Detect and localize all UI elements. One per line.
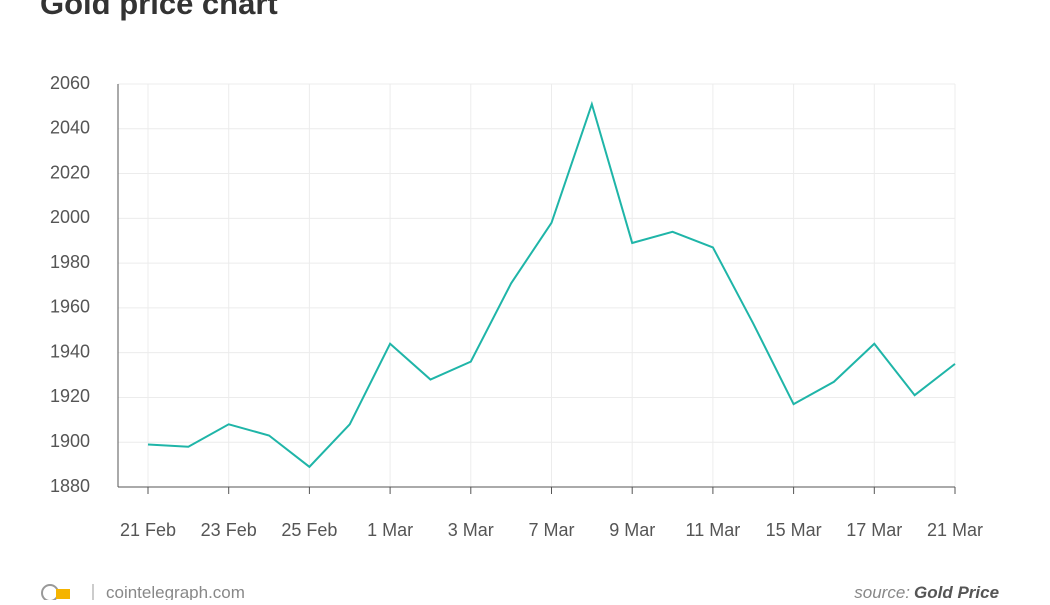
y-tick-label: 1940: [50, 341, 90, 361]
price-line: [147, 100, 956, 469]
source-label: source:: [854, 583, 910, 600]
x-tick-label: 11 Mar: [686, 520, 741, 540]
y-tick-label: 1960: [50, 297, 90, 317]
source-name: Gold Price: [914, 583, 999, 600]
x-tick-label: 23 Feb: [201, 520, 257, 540]
x-tick-label: 25 Feb: [281, 520, 337, 540]
x-tick-label: 17 Mar: [846, 520, 902, 540]
x-tick-label: 21 Mar: [927, 520, 983, 540]
y-tick-label: 1980: [50, 252, 90, 272]
chart-title: Gold price chart: [40, 0, 278, 21]
y-tick-label: 1920: [50, 386, 90, 406]
x-tick-label: 9 Mar: [609, 520, 655, 540]
y-tick-label: 2040: [50, 118, 90, 138]
y-tick-label: 1880: [50, 476, 90, 496]
x-tick-label: 3 Mar: [448, 520, 494, 540]
logo: [41, 584, 70, 602]
footer-site: cointelegraph.com: [106, 583, 245, 600]
x-tick-label: 21 Feb: [120, 520, 176, 540]
x-tick-label: 15 Mar: [766, 520, 822, 540]
y-tick-label: 2020: [50, 162, 90, 182]
y-tick-label: 2000: [50, 207, 90, 227]
y-tick-label: 2060: [50, 73, 90, 93]
x-tick-label: 7 Mar: [528, 520, 574, 540]
x-tick-label: 1 Mar: [367, 520, 413, 540]
y-tick-label: 1900: [50, 431, 90, 451]
